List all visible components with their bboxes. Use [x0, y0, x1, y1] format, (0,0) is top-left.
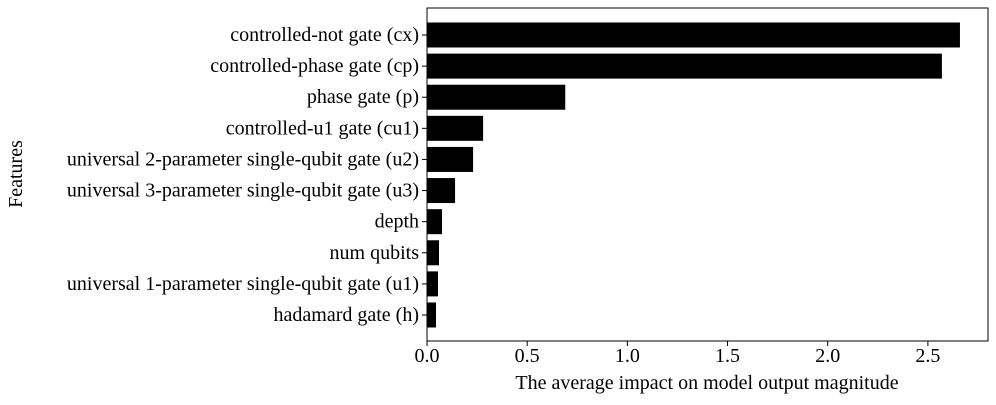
bar — [427, 302, 437, 328]
bar — [427, 53, 942, 79]
y-tick-label: universal 3-parameter single-qubit gate … — [67, 180, 419, 202]
x-tick-label: 0.5 — [515, 345, 540, 367]
y-tick-label: universal 2-parameter single-qubit gate … — [67, 148, 419, 170]
x-tick-label: 0.0 — [415, 345, 440, 367]
y-tick-label: hadamard gate (h) — [274, 304, 419, 326]
plot-area-frame — [426, 7, 989, 342]
x-tick-labels: 0.0 0.5 1.0 1.5 2.0 2.5 — [415, 341, 940, 367]
x-axis-label: The average impact on model output magni… — [515, 372, 898, 394]
x-tick-label: 1.0 — [615, 345, 640, 367]
y-tick-label: controlled-u1 gate (cu1) — [226, 117, 419, 139]
x-tick-label: 2.5 — [915, 345, 940, 367]
bar — [427, 84, 566, 110]
bar — [427, 178, 456, 204]
y-tick-label: controlled-phase gate (cp) — [210, 55, 419, 77]
x-tick-label: 1.5 — [715, 345, 740, 367]
x-tick-label: 2.0 — [815, 345, 840, 367]
bar — [427, 209, 443, 235]
y-tick-label: controlled-not gate (cx) — [230, 24, 419, 46]
bar — [427, 271, 439, 297]
y-tick-label: universal 1-parameter single-qubit gate … — [67, 273, 419, 295]
bar — [427, 115, 484, 141]
y-axis-label: Features — [5, 140, 27, 208]
y-tick-labels: controlled-not gate (cx) controlled-phase… — [67, 24, 427, 326]
bars-layer — [427, 22, 960, 328]
bar — [427, 240, 440, 266]
bar — [427, 146, 474, 172]
y-tick-label: phase gate (p) — [307, 86, 419, 108]
y-tick-label: num qubits — [330, 242, 420, 264]
bar — [427, 22, 960, 48]
y-tick-label: depth — [375, 211, 419, 233]
